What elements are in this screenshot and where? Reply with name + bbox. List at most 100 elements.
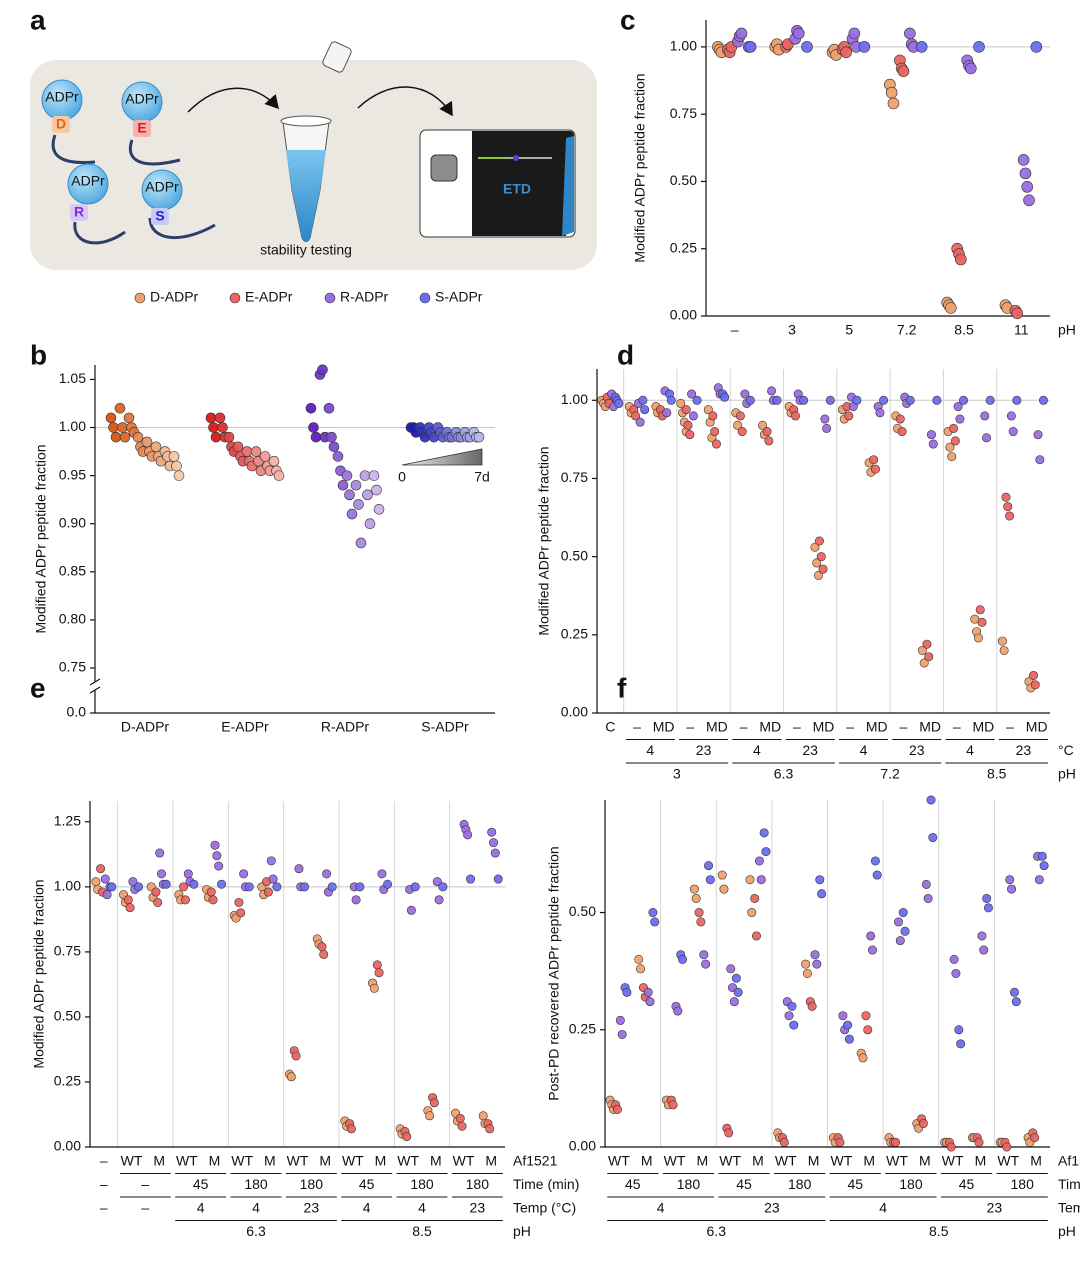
x-tick-label: MD: [972, 719, 994, 735]
data-point: [1001, 492, 1011, 502]
data-point: [359, 470, 371, 481]
adpr-label: ADPr: [45, 89, 79, 105]
x-tick-label: –: [633, 719, 641, 735]
data-point: [687, 389, 697, 399]
group-label: 180: [899, 1176, 923, 1192]
data-point: [801, 959, 811, 969]
data-point: [885, 86, 898, 99]
data-point: [636, 964, 646, 974]
data-point: [932, 395, 942, 405]
x-tick-label: –: [793, 719, 801, 735]
data-point: [964, 62, 977, 75]
x-tick-label: WT: [886, 1153, 908, 1169]
legend-marker: [419, 292, 431, 304]
data-point: [217, 422, 228, 433]
data-point: [291, 1051, 301, 1061]
data-point: [286, 1072, 296, 1082]
group-label: 180: [244, 1176, 268, 1192]
data-point: [922, 639, 932, 649]
group-unit-label: Temp (°C): [513, 1200, 576, 1216]
group-label: 45: [359, 1176, 375, 1192]
data-point: [91, 877, 101, 887]
data-point: [745, 395, 755, 405]
arrow: [187, 87, 279, 113]
data-point: [406, 905, 416, 915]
x-tick-label: M: [485, 1153, 497, 1169]
group-unit-label: Time (min): [513, 1176, 579, 1192]
x-tick-label: MD: [1026, 719, 1048, 735]
x-tick-label: M: [430, 1153, 442, 1169]
data-point: [223, 431, 235, 443]
x-tick-label: WT: [719, 1153, 741, 1169]
group-label: 45: [736, 1176, 752, 1192]
group-label: 8.5: [987, 766, 1007, 782]
adpr-label: ADPr: [145, 179, 179, 195]
data-point: [977, 617, 987, 627]
data-point: [212, 851, 222, 861]
group-label: 8.5: [412, 1223, 432, 1239]
data-point: [369, 983, 379, 993]
x-tick-label: WT: [608, 1153, 630, 1169]
data-point: [944, 302, 957, 314]
data-point: [1007, 884, 1017, 894]
group-label: 4: [363, 1200, 371, 1216]
data-point: [326, 431, 337, 443]
data-point: [337, 479, 349, 491]
x-tick-label: WT: [775, 1153, 797, 1169]
data-point: [900, 926, 910, 936]
data-point: [155, 848, 165, 858]
data-point: [346, 1124, 356, 1134]
data-point: [744, 41, 757, 53]
data-point: [234, 897, 244, 907]
legend-label: D-ADPr: [150, 289, 199, 305]
x-tick-label: WT: [453, 1153, 475, 1169]
data-point: [724, 1128, 734, 1138]
data-point: [1030, 680, 1040, 690]
x-tick-label: D-ADPr: [121, 719, 170, 735]
data-point: [792, 27, 805, 40]
group-unit-label: °C: [1058, 742, 1074, 758]
data-point: [425, 1111, 435, 1121]
group-label: 23: [802, 742, 818, 758]
x-tick-label: 5: [845, 322, 853, 338]
data-point: [974, 1137, 984, 1147]
data-point: [979, 945, 989, 955]
group-label: 180: [788, 1176, 812, 1192]
group-label: 23: [304, 1200, 320, 1216]
data-point: [956, 1039, 966, 1049]
data-point: [951, 968, 961, 978]
data-point: [132, 431, 144, 443]
data-point: [879, 395, 889, 405]
group-label: 4: [879, 1200, 887, 1216]
data-point: [747, 908, 757, 918]
data-point: [346, 508, 358, 520]
data-point: [1011, 307, 1024, 320]
data-point: [134, 882, 144, 892]
data-point: [949, 423, 959, 433]
data-point: [953, 402, 963, 412]
group-label: 4: [753, 742, 761, 758]
data-point: [617, 1029, 627, 1039]
residue-label: S: [155, 208, 164, 224]
data-point: [355, 537, 367, 549]
data-point: [259, 451, 271, 462]
group-label: 4: [197, 1200, 205, 1216]
data-point: [980, 411, 990, 421]
data-point: [973, 633, 983, 643]
data-point: [650, 917, 660, 927]
x-unit-label: pH: [1058, 322, 1076, 338]
panel-letter: b: [30, 339, 47, 370]
y-tick-label: 0.00: [561, 704, 588, 720]
data-point: [867, 945, 877, 955]
data-point: [1002, 1142, 1012, 1152]
y-tick-label: 0.80: [59, 611, 86, 627]
data-point: [214, 861, 224, 871]
data-point: [917, 645, 927, 655]
group-label: 180: [677, 1176, 701, 1192]
data-point: [643, 987, 653, 997]
panel-letter: a: [30, 4, 46, 35]
y-tick-label: 0.90: [59, 514, 86, 530]
data-point: [189, 879, 199, 889]
data-point: [317, 942, 327, 952]
data-point: [161, 879, 171, 889]
